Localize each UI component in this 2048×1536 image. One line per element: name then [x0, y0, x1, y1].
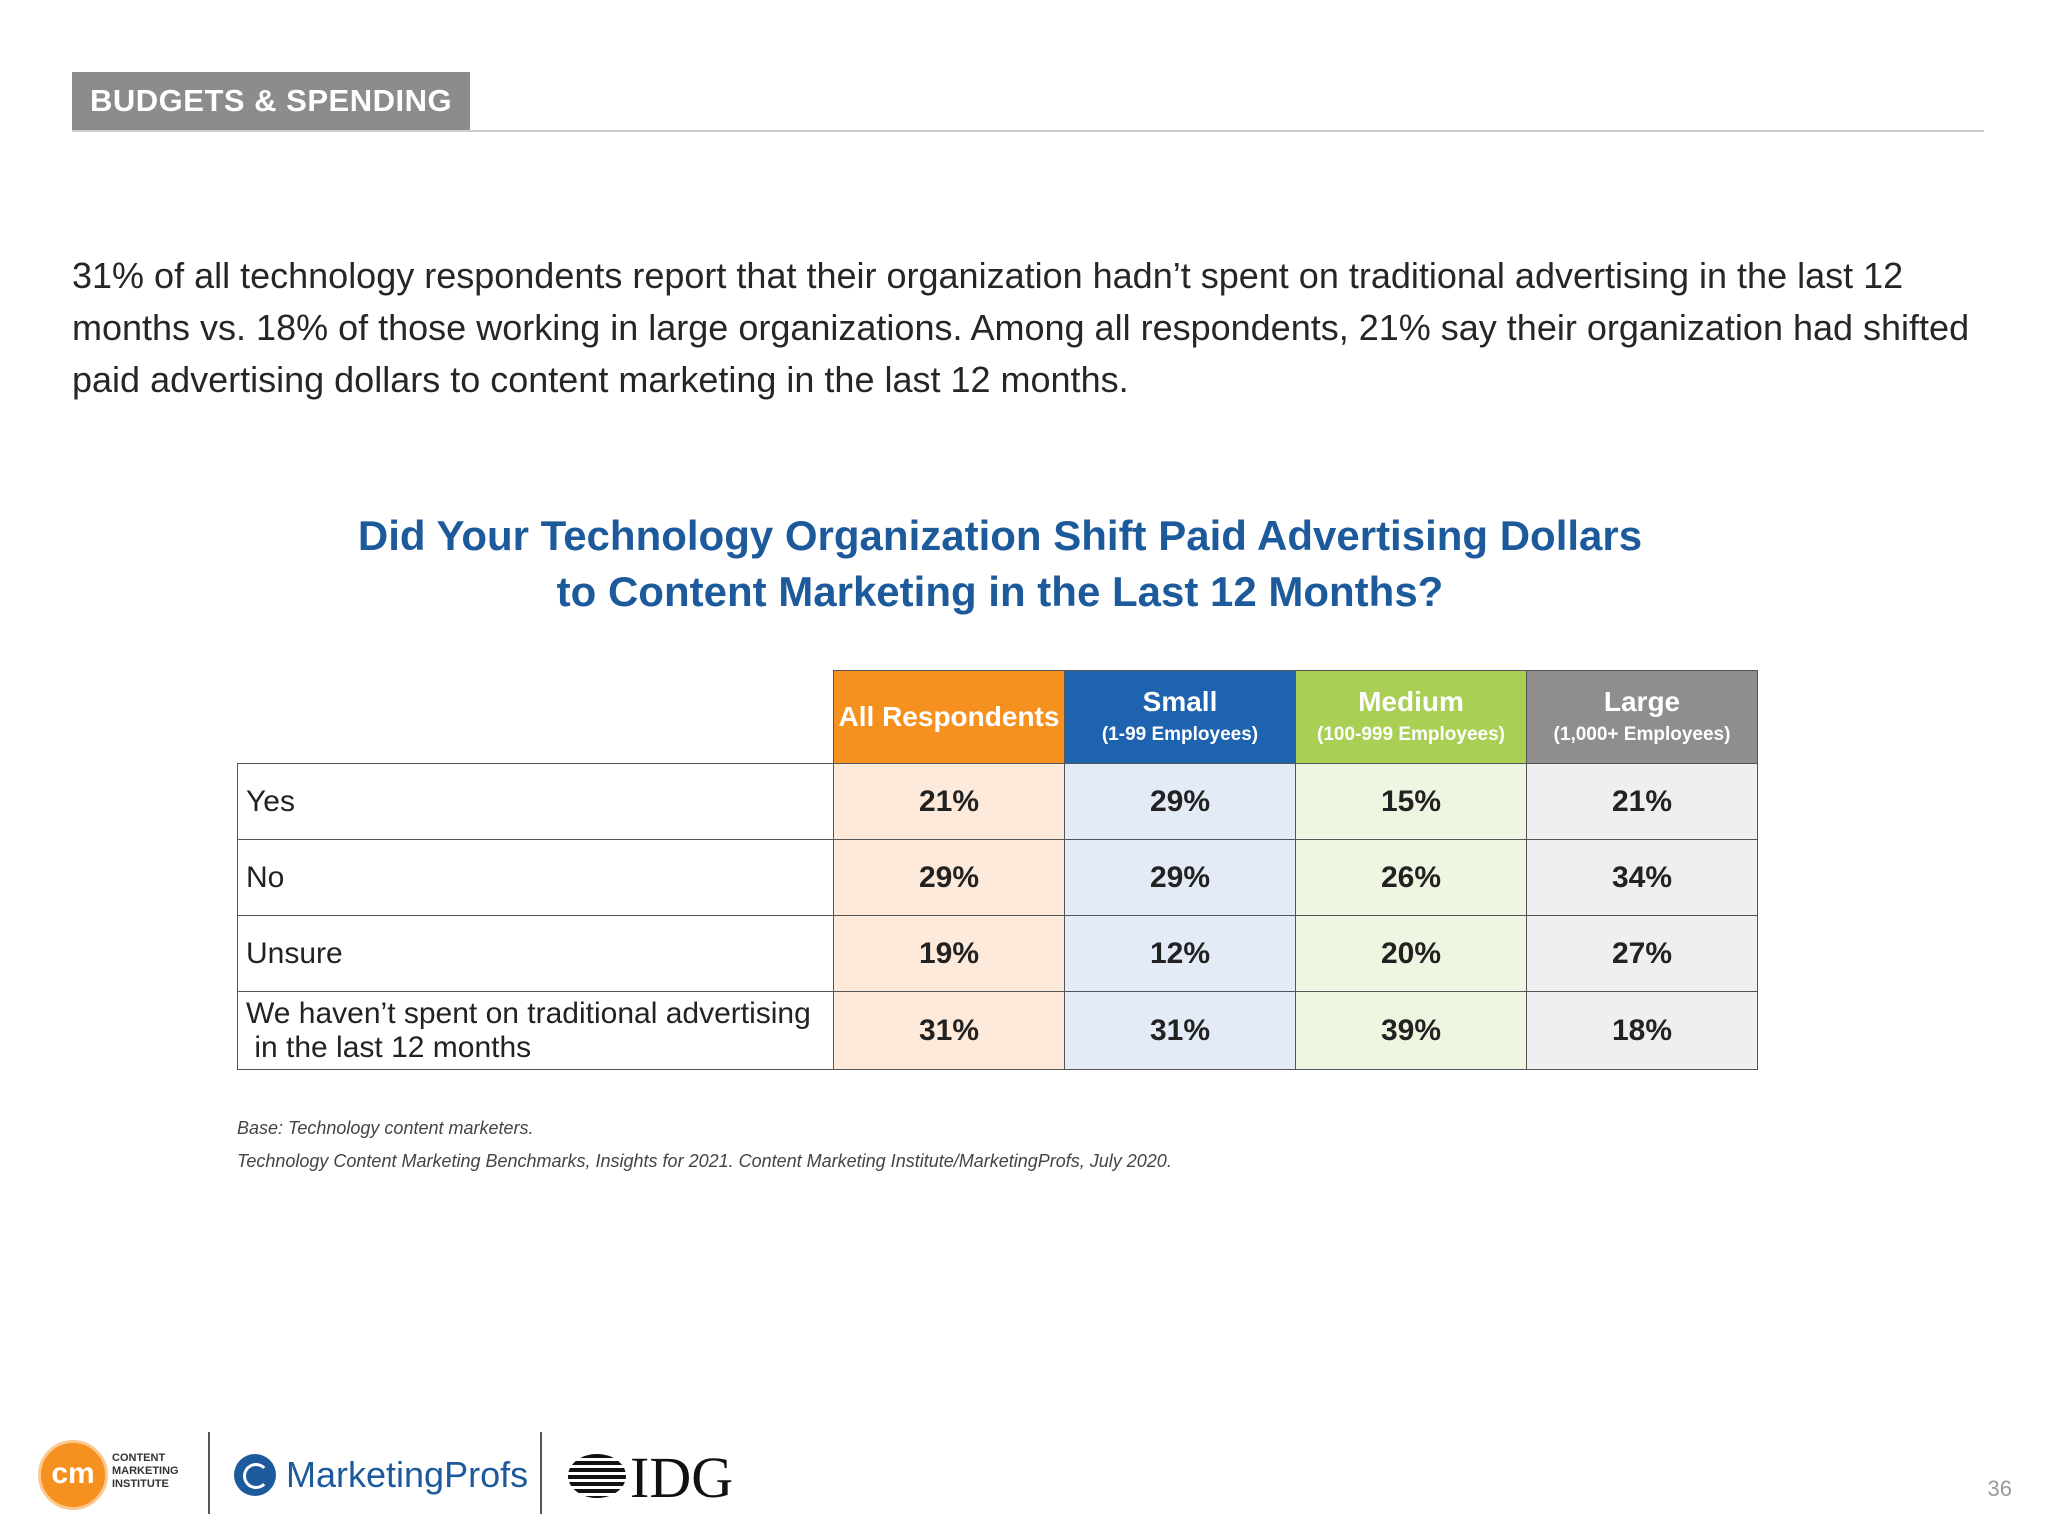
table-row: Unsure 19% 12% 20% 27%: [237, 915, 1758, 992]
cmi-line1: CONTENT: [112, 1452, 166, 1464]
cell-all: 21%: [833, 763, 1065, 840]
header-medium-sub: (100-999 Employees): [1317, 724, 1505, 745]
cmi-line2: MARKETING: [112, 1465, 179, 1477]
table-title-line2: to Content Marketing in the Last 12 Mont…: [556, 568, 1444, 615]
table-row: Yes 21% 29% 15% 21%: [237, 763, 1758, 840]
table-header-row: All Respondents Small (1-99 Employees) M…: [237, 670, 1758, 764]
footnote-base: Base: Technology content marketers.: [237, 1118, 534, 1138]
header-medium: Medium (100-999 Employees): [1295, 670, 1527, 764]
table-title-line1: Did Your Technology Organization Shift P…: [357, 512, 1643, 559]
header-large-label: Large: [1603, 686, 1681, 717]
logo-divider: [208, 1432, 210, 1514]
section-header: BUDGETS & SPENDING: [72, 72, 1984, 132]
cmi-line3: INSTITUTE: [112, 1478, 169, 1490]
logo-divider: [540, 1432, 542, 1514]
header-medium-label: Medium: [1358, 686, 1464, 717]
cell-large: 27%: [1526, 915, 1758, 992]
cell-small: 31%: [1064, 991, 1296, 1070]
marketingprofs-wordmark: MarketingProfs: [286, 1454, 529, 1495]
cell-medium: 15%: [1295, 763, 1527, 840]
row-label-line1: We haven’t spent on traditional advertis…: [246, 996, 811, 1030]
header-blank-cell: [237, 670, 834, 764]
cmi-logo: cm CONTENT MARKETING INSTITUTE: [38, 1440, 179, 1510]
cell-small: 29%: [1064, 763, 1296, 840]
cmi-mark: cm: [38, 1440, 108, 1510]
header-all-label: All Respondents: [838, 701, 1060, 732]
idg-globe-icon: [568, 1454, 626, 1498]
cell-all: 19%: [833, 915, 1065, 992]
page-number: 36: [1987, 1476, 2012, 1501]
marketingprofs-icon: [234, 1454, 276, 1496]
cell-small: 29%: [1064, 839, 1296, 916]
cmi-wordmark: CONTENT MARKETING INSTITUTE: [112, 1452, 179, 1491]
cell-medium: 20%: [1295, 915, 1527, 992]
footer-logos: cm CONTENT MARKETING INSTITUTE Marketing…: [38, 1432, 798, 1518]
cell-all: 29%: [833, 839, 1065, 916]
header-small: Small (1-99 Employees): [1064, 670, 1296, 764]
cell-large: 18%: [1526, 991, 1758, 1070]
header-all-respondents: All Respondents: [833, 670, 1065, 764]
cell-medium: 26%: [1295, 839, 1527, 916]
table-row: No 29% 29% 26% 34%: [237, 839, 1758, 916]
row-label: We haven’t spent on traditional advertis…: [237, 991, 834, 1070]
footnote-source: Technology Content Marketing Benchmarks,…: [237, 1151, 1172, 1171]
intro-paragraph: 31% of all technology respondents report…: [72, 255, 1970, 400]
header-small-label: Small: [1142, 686, 1218, 717]
cell-medium: 39%: [1295, 991, 1527, 1070]
row-label: No: [237, 839, 834, 916]
row-label: Unsure: [237, 915, 834, 992]
table-row: We haven’t spent on traditional advertis…: [237, 991, 1758, 1070]
header-small-sub: (1-99 Employees): [1101, 724, 1259, 745]
table-title: Did Your Technology Organization Shift P…: [250, 508, 1750, 620]
cell-all: 31%: [833, 991, 1065, 1070]
results-table: All Respondents Small (1-99 Employees) M…: [237, 670, 1758, 1070]
idg-wordmark: IDG: [630, 1445, 734, 1510]
header-large-sub: (1,000+ Employees): [1553, 724, 1731, 745]
section-tag: BUDGETS & SPENDING: [72, 72, 471, 130]
header-large: Large (1,000+ Employees): [1526, 670, 1758, 764]
cell-large: 34%: [1526, 839, 1758, 916]
cell-large: 21%: [1526, 763, 1758, 840]
row-label-line2: in the last 12 months: [246, 1030, 532, 1064]
cell-small: 12%: [1064, 915, 1296, 992]
footnotes: Base: Technology content marketers. Tech…: [237, 1112, 1172, 1178]
row-label: Yes: [237, 763, 834, 840]
